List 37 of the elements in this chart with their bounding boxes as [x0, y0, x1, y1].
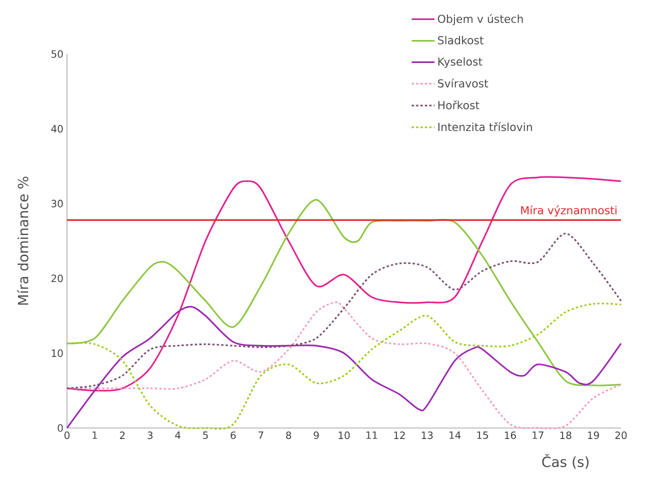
line-series	[66, 232, 622, 390]
x-tick-label: 19	[588, 432, 599, 440]
legend-label: Hořkost	[438, 100, 480, 110]
x-tick-label: 9	[314, 432, 319, 440]
legend-label: Kyselost	[438, 57, 482, 68]
y-axis-title: Míra dominance %	[16, 176, 28, 305]
y-tick-label: 40	[51, 125, 63, 133]
x-tick-label: 15	[477, 432, 488, 439]
x-tick-label: 7	[258, 432, 264, 439]
x-tick-label: 4	[175, 432, 180, 439]
y-tick-label: 0	[58, 424, 63, 432]
x-tick-label: 10	[338, 432, 350, 440]
x-tick-label: 5	[203, 432, 208, 439]
x-axis-title: Čas (s)	[542, 454, 589, 469]
x-tick-label: 14	[450, 432, 461, 439]
y-tick-label: 20	[51, 274, 63, 282]
ref-line-label: Míra významnosti	[521, 205, 616, 217]
y-tick-label: 10	[52, 349, 63, 357]
legend-label: Sladkost	[438, 36, 484, 44]
x-tick-label: 13	[422, 432, 433, 440]
x-tick-label: 20	[615, 432, 627, 440]
x-tick-label: 0	[64, 432, 70, 440]
y-tick-label: 50	[52, 50, 63, 58]
legend-label: Svíravost	[438, 78, 488, 88]
x-tick-label: 8	[286, 432, 292, 440]
x-tick-label: 12	[394, 432, 405, 439]
x-tick-label: 17	[532, 432, 544, 439]
x-tick-label: 3	[148, 432, 152, 440]
x-tick-label: 18	[560, 432, 572, 440]
x-tick-label: 11	[366, 432, 378, 439]
y-tick-label: 30	[52, 200, 63, 208]
x-tick-label: 6	[230, 432, 236, 440]
legend-label: Objem v ústech	[438, 14, 523, 26]
x-tick-label: 1	[92, 432, 97, 439]
x-tick-label: 2	[120, 432, 125, 439]
x-tick-label: 16	[504, 432, 516, 440]
legend-label: Intenzita tříslovin	[438, 122, 532, 132]
